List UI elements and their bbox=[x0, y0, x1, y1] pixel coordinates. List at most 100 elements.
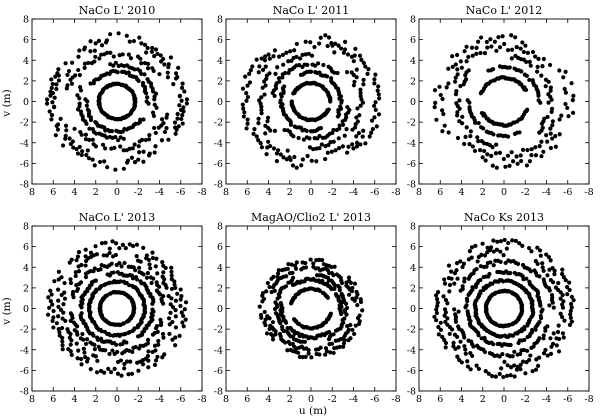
uv-point bbox=[519, 158, 524, 164]
uv-point bbox=[539, 73, 544, 78]
uv-point bbox=[82, 45, 88, 50]
uv-point bbox=[259, 56, 264, 61]
uv-point bbox=[49, 85, 54, 90]
uv-point bbox=[107, 351, 112, 357]
uv-point bbox=[565, 285, 570, 290]
uv-point bbox=[145, 270, 151, 276]
uv-point bbox=[352, 331, 357, 337]
uv-point bbox=[548, 85, 553, 90]
uv-point bbox=[346, 144, 351, 149]
uv-point bbox=[372, 115, 377, 120]
uv-point bbox=[442, 123, 447, 128]
y-tick-label: 0 bbox=[23, 97, 29, 108]
y-tick-label: -2 bbox=[214, 325, 223, 336]
uv-point bbox=[139, 61, 144, 66]
uv-point bbox=[78, 356, 84, 362]
x-tick-label: 6 bbox=[437, 394, 443, 405]
uv-point bbox=[259, 95, 264, 100]
uv-point bbox=[88, 340, 93, 345]
y-tick-label: 6 bbox=[410, 242, 416, 253]
y-tick-label: 4 bbox=[23, 263, 29, 274]
y-tick-label: 8 bbox=[23, 222, 29, 233]
uv-point bbox=[533, 54, 538, 59]
uv-point bbox=[127, 283, 132, 288]
uv-point bbox=[559, 314, 565, 320]
uv-point bbox=[244, 126, 249, 131]
uv-point bbox=[535, 69, 540, 74]
uv-point bbox=[292, 48, 297, 53]
uv-point bbox=[88, 268, 93, 274]
uv-point bbox=[303, 39, 308, 44]
uv-point bbox=[325, 150, 330, 155]
uv-point bbox=[168, 302, 173, 307]
uv-point bbox=[454, 101, 459, 106]
uv-point bbox=[270, 320, 275, 325]
uv-point bbox=[277, 331, 283, 337]
uv-point bbox=[497, 45, 503, 50]
uv-point bbox=[75, 356, 80, 361]
x-tick-label: -2 bbox=[134, 394, 143, 405]
uv-point bbox=[545, 273, 550, 278]
uv-point bbox=[264, 152, 269, 157]
panel-title: NaCo L' 2011 bbox=[273, 4, 350, 17]
uv-point bbox=[297, 63, 302, 68]
uv-point bbox=[259, 145, 265, 150]
uv-point bbox=[254, 134, 259, 139]
uv-point bbox=[524, 73, 529, 78]
uv-point bbox=[78, 88, 84, 93]
uv-point bbox=[547, 267, 552, 272]
uv-point bbox=[84, 152, 89, 158]
uv-point bbox=[284, 157, 289, 162]
uv-point bbox=[453, 62, 458, 67]
uv-point bbox=[325, 295, 330, 300]
uv-point bbox=[329, 41, 334, 46]
uv-point bbox=[139, 71, 144, 76]
uv-point bbox=[474, 266, 479, 272]
uv-point bbox=[182, 89, 187, 94]
uv-point bbox=[131, 345, 136, 350]
y-tick-label: -8 bbox=[407, 180, 416, 191]
uv-point bbox=[98, 368, 104, 374]
uv-point bbox=[264, 289, 269, 294]
uv-point bbox=[328, 99, 333, 104]
uv-point bbox=[178, 287, 183, 292]
uv-point bbox=[272, 48, 277, 53]
uv-point bbox=[177, 103, 182, 108]
uv-point bbox=[266, 52, 271, 57]
uv-point bbox=[507, 65, 512, 70]
uv-point bbox=[537, 144, 542, 149]
uv-point bbox=[458, 339, 463, 344]
uv-point bbox=[547, 62, 553, 68]
uv-point bbox=[357, 53, 363, 58]
uv-point bbox=[90, 127, 95, 132]
y-tick-label: -4 bbox=[214, 138, 223, 149]
uv-point bbox=[54, 86, 59, 92]
uv-point bbox=[328, 350, 333, 355]
uv-point bbox=[139, 318, 144, 323]
uv-point bbox=[333, 328, 339, 333]
uv-point bbox=[552, 272, 557, 277]
uv-point bbox=[59, 275, 64, 280]
uv-point bbox=[557, 117, 562, 122]
uv-point bbox=[473, 243, 478, 248]
uv-point bbox=[447, 331, 452, 336]
uv-point bbox=[244, 91, 249, 96]
uv-point bbox=[464, 296, 470, 301]
uv-point bbox=[518, 153, 523, 158]
uv-point bbox=[571, 298, 576, 303]
uv-point bbox=[142, 42, 148, 47]
x-tick-label: 4 bbox=[265, 187, 271, 198]
uv-point bbox=[341, 341, 347, 346]
uv-point bbox=[467, 249, 472, 254]
uv-point bbox=[125, 160, 130, 165]
uv-point bbox=[71, 320, 77, 325]
uv-point bbox=[520, 359, 526, 364]
y-tick-label: -6 bbox=[407, 159, 416, 170]
uv-point bbox=[505, 353, 510, 358]
uv-point bbox=[549, 109, 554, 114]
uv-point bbox=[565, 292, 570, 297]
uv-point bbox=[354, 75, 359, 80]
uv-point bbox=[314, 351, 319, 357]
uv-point bbox=[303, 52, 308, 57]
uv-point bbox=[115, 70, 120, 75]
